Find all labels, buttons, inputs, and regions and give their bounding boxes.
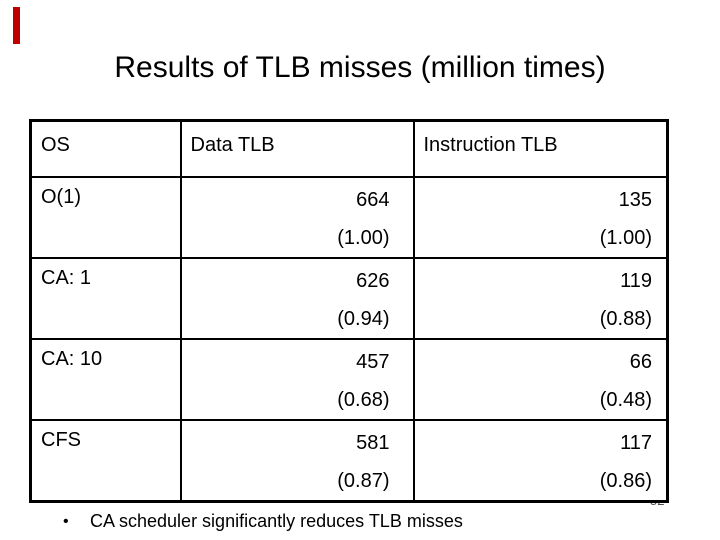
tlb-miss-count: 457 <box>356 350 390 373</box>
bullet-text: CA scheduler significantly reduces TLB m… <box>90 511 463 531</box>
tlb-miss-ratio: (1.00) <box>599 226 652 249</box>
tlb-miss-ratio: (0.86) <box>599 469 652 492</box>
data-tlb-cell: 457 (0.68) <box>179 337 415 421</box>
tlb-miss-count: 119 <box>620 269 652 292</box>
table-row-o1: O(1) 664 (1.00) 135 (1.00) <box>29 175 669 259</box>
tlb-miss-ratio: (0.68) <box>337 388 390 411</box>
red-accent-mark <box>13 7 20 44</box>
os-label: O(1) <box>29 175 182 259</box>
instruction-tlb-cell: 119 (0.88) <box>412 256 669 340</box>
table-row-ca10: CA: 10 457 (0.68) 66 (0.48) <box>29 337 669 421</box>
data-tlb-cell: 626 (0.94) <box>179 256 415 340</box>
bullet-item: • CA scheduler significantly reduces TLB … <box>63 509 463 534</box>
column-header-os: OS <box>29 119 182 178</box>
slide-title: Results of TLB misses (million times) <box>114 51 606 84</box>
tlb-miss-ratio: (0.87) <box>337 469 390 492</box>
table-row-cfs: CFS 581 (0.87) 117 (0.86) <box>29 418 669 502</box>
instruction-tlb-cell: 135 (1.00) <box>412 175 669 259</box>
tlb-miss-count: 664 <box>356 188 390 211</box>
column-header-data-tlb: Data TLB <box>179 119 415 178</box>
tlb-miss-count: 117 <box>620 431 652 454</box>
table-row-ca1: CA: 1 626 (0.94) 119 (0.88) <box>29 256 669 340</box>
os-label: CA: 1 <box>29 256 182 340</box>
table-header-row: OS Data TLB Instruction TLB <box>29 119 669 178</box>
tlb-miss-count: 581 <box>356 431 390 454</box>
tlb-miss-ratio: (0.94) <box>337 307 390 330</box>
instruction-tlb-cell: 66 (0.48) <box>412 337 669 421</box>
bullet-icon: • <box>63 513 69 530</box>
tlb-miss-ratio: (0.48) <box>599 388 652 411</box>
column-header-instruction-tlb: Instruction TLB <box>412 119 669 178</box>
tlb-miss-ratio: (1.00) <box>337 226 390 249</box>
data-tlb-cell: 664 (1.00) <box>179 175 415 259</box>
instruction-tlb-cell: 117 (0.86) <box>412 418 669 502</box>
tlb-miss-count: 66 <box>629 350 652 373</box>
os-label: CFS <box>29 418 182 502</box>
data-tlb-cell: 581 (0.87) <box>179 418 415 502</box>
tlb-results-table: OS Data TLB Instruction TLB O(1) 664 (1.… <box>29 119 669 503</box>
tlb-miss-count: 135 <box>618 188 652 211</box>
os-label: CA: 10 <box>29 337 182 421</box>
tlb-miss-ratio: (0.88) <box>599 307 652 330</box>
tlb-miss-count: 626 <box>356 269 390 292</box>
